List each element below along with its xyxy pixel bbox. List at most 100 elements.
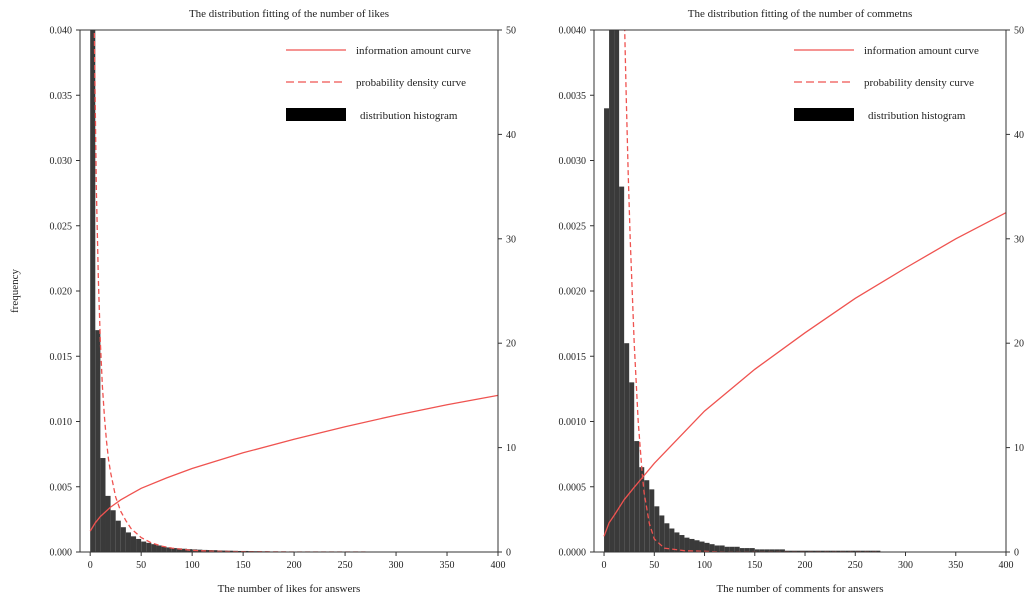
histogram-bar [161, 546, 167, 552]
histogram-bar [105, 495, 111, 552]
information-amount-curve [603, 212, 1006, 537]
histogram-bar [100, 458, 106, 552]
histogram-bar [779, 549, 785, 552]
legend-pdf-label: probability density curve [864, 77, 974, 89]
histogram-bar [639, 467, 645, 552]
histogram-bar [166, 547, 172, 552]
histogram-bar [664, 523, 670, 552]
x-tick-label: 200 [287, 560, 302, 571]
plot-area [89, 30, 498, 552]
y2-tick-label: 40 [506, 130, 516, 141]
histogram-bar [784, 550, 790, 552]
x-tick-label: 150 [236, 560, 251, 571]
x-tick-label: 150 [747, 560, 762, 571]
legend-pdf-label: probability density curve [356, 77, 466, 89]
y-tick-label: 0.0035 [559, 91, 587, 102]
y-axis-label: frequency [9, 269, 21, 313]
x-tick-label: 200 [798, 560, 813, 571]
histogram-bar [95, 330, 101, 552]
x-tick-label: 250 [848, 560, 863, 571]
legend: information amount curve probability dens… [286, 45, 471, 122]
histogram-bar [714, 545, 720, 552]
histogram-bar [810, 550, 816, 552]
histogram-bar [729, 546, 735, 552]
chart-panel-2: 0 50 100 150 200 250 300 350 4000.00000.00050.00… [559, 8, 1025, 595]
y2-tick-label: 0 [1014, 548, 1019, 559]
y2-tick-label: 50 [1014, 26, 1024, 37]
x-tick-label: 400 [491, 560, 506, 571]
histogram-bar [115, 520, 121, 552]
chart-title: The distribution fitting of the number o… [189, 8, 389, 20]
histogram-bar [136, 538, 142, 552]
y-tick-label: 0.020 [50, 287, 73, 298]
y-tick-label: 0.0020 [559, 287, 587, 298]
legend: information amount curve probability dens… [794, 45, 979, 122]
histogram-bar [151, 544, 157, 552]
x-tick-label: 300 [389, 560, 404, 571]
x-tick-label: 100 [185, 560, 200, 571]
y2-tick-label: 30 [1014, 234, 1024, 245]
y-tick-label: 0.0025 [559, 221, 587, 232]
y2-tick-label: 10 [1014, 443, 1024, 454]
y-tick-label: 0.000 [50, 548, 73, 559]
histogram-bar [227, 550, 233, 552]
histogram-bar [830, 550, 836, 552]
y2-tick-label: 50 [506, 26, 516, 37]
histogram-bar [840, 550, 846, 552]
histogram-bar [820, 550, 826, 552]
histogram-bar [825, 550, 831, 552]
y2-tick-label: 20 [506, 339, 516, 350]
histogram-bar [754, 549, 760, 552]
chart-panel-1: 0 50 100 150 200 250 300 350 4000.0000.0050.0100… [50, 8, 517, 595]
histogram-bar [734, 546, 740, 552]
histogram-bar [719, 545, 725, 552]
x-tick-label: 0 [88, 560, 93, 571]
legend-hist-swatch [286, 108, 346, 121]
y-tick-label: 0.040 [50, 26, 73, 37]
histogram-bar [789, 550, 795, 552]
x-tick-label: 0 [602, 560, 607, 571]
histogram-bar [709, 544, 715, 552]
histogram-bar [815, 550, 821, 552]
histogram-bar [181, 548, 188, 552]
x-tick-label: 400 [999, 560, 1014, 571]
histogram-bar [794, 550, 800, 552]
histogram-bar [141, 541, 147, 552]
x-tick-label: 250 [338, 560, 353, 571]
histogram-bar [609, 30, 615, 552]
legend-info-label: information amount curve [864, 45, 979, 57]
histogram-bar [654, 506, 660, 552]
histogram-bar [110, 510, 116, 552]
y-tick-label: 0.035 [50, 91, 73, 102]
histogram-bar [699, 541, 705, 552]
histogram-bar [694, 540, 700, 552]
chart-title: The distribution fitting of the number o… [688, 8, 913, 20]
histogram-bar [764, 549, 770, 552]
x-axis-label: The number of likes for answers [218, 583, 361, 595]
y-tick-label: 0.030 [50, 156, 73, 167]
histogram-bar [739, 548, 745, 552]
histogram-bar [604, 108, 610, 552]
x-tick-label: 350 [948, 560, 963, 571]
legend-hist-label: distribution histogram [360, 110, 458, 122]
histogram-bar [156, 545, 162, 552]
histogram-bar [669, 528, 675, 552]
y-tick-label: 0.005 [50, 482, 73, 493]
histogram-bar [130, 536, 137, 552]
legend-info-label: information amount curve [356, 45, 471, 57]
histogram-bar [212, 550, 218, 552]
y2-tick-label: 0 [506, 548, 511, 559]
y2-tick-label: 20 [1014, 339, 1024, 350]
information-amount-curve [89, 394, 498, 532]
x-tick-label: 300 [898, 560, 913, 571]
histogram-bar [724, 546, 730, 552]
histogram-bar [125, 532, 131, 552]
y2-tick-label: 40 [1014, 130, 1024, 141]
histogram-bar [644, 480, 650, 552]
plot-area [603, 30, 1006, 552]
probability-density-curve [93, 30, 366, 552]
y-tick-label: 0.0040 [559, 26, 587, 37]
x-tick-label: 50 [649, 560, 659, 571]
x-tick-label: 50 [136, 560, 146, 571]
